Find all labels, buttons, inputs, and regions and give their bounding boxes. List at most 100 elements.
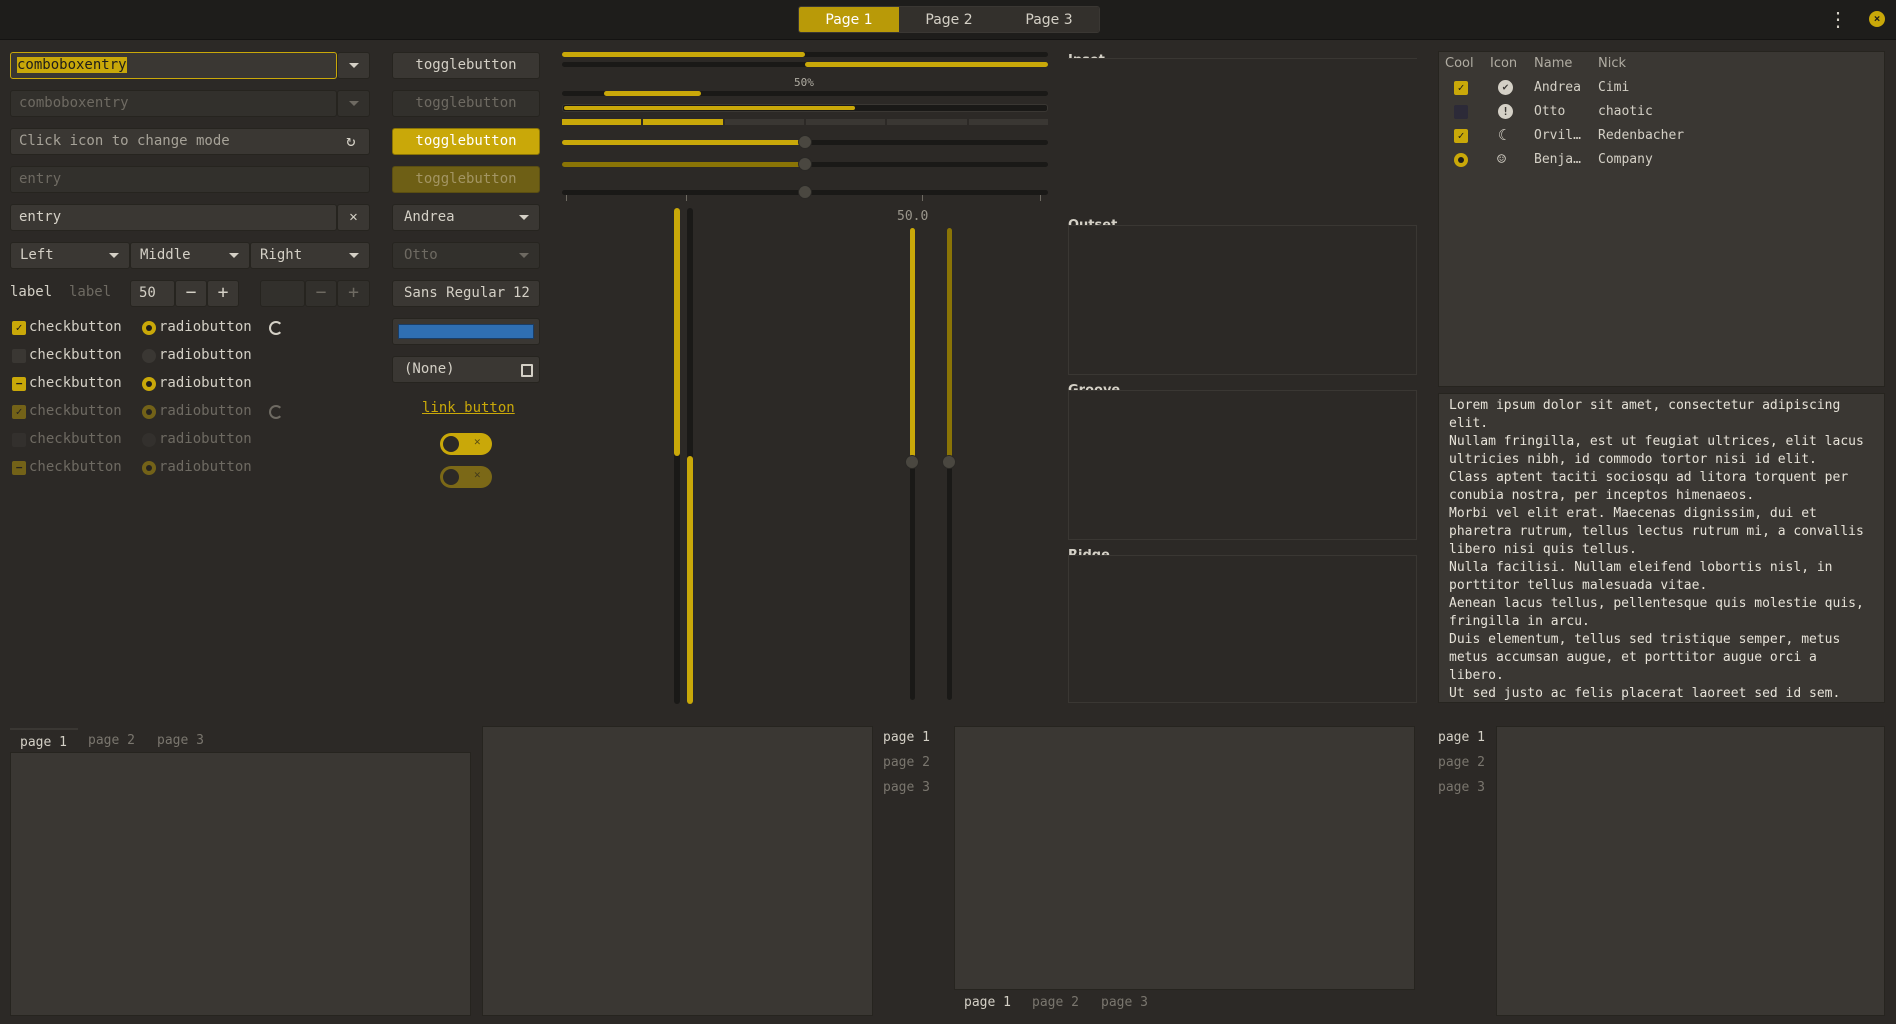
column-header-nick[interactable]: Nick [1598, 56, 1627, 71]
switch-toggle-disabled: ✕ [440, 466, 492, 488]
segment-middle[interactable]: Middle [130, 242, 250, 269]
notebook-tab[interactable]: page 2 [88, 733, 135, 748]
notebook-page [954, 726, 1415, 990]
progress-fill [805, 62, 1048, 67]
notebook-tab[interactable]: page 2 [1032, 995, 1079, 1010]
progress-fill [604, 91, 701, 96]
radio-unselected-disabled [142, 433, 156, 447]
checkbox-unchecked[interactable] [12, 349, 26, 363]
scale-h-3-marks[interactable] [562, 185, 1048, 199]
spin-value-disabled [260, 280, 305, 307]
notebook-tab[interactable]: page 2 [1438, 755, 1485, 770]
radio-selected[interactable] [142, 321, 156, 335]
refresh-icon[interactable]: ↻ [346, 131, 356, 150]
chevron-down-icon [109, 253, 119, 258]
spin-value[interactable]: 50 [130, 280, 175, 307]
notebook-tab[interactable]: page 2 [883, 755, 930, 770]
level-bar [562, 104, 1048, 112]
checkbox-unchecked-disabled [12, 433, 26, 447]
radio-unselected[interactable] [142, 349, 156, 363]
combo-andrea-label: Andrea [404, 209, 455, 225]
tree-row-radio[interactable] [1454, 153, 1468, 167]
menu-icon[interactable]: ⋮ [1828, 7, 1848, 31]
scale-fill [910, 228, 915, 462]
progress-bar-2 [562, 62, 1048, 67]
scale-v-2[interactable] [687, 208, 693, 704]
link-button[interactable]: link button [422, 400, 515, 416]
radio-mixed[interactable] [142, 377, 156, 391]
chevron-down-icon [519, 215, 529, 220]
frame-groove [1068, 390, 1417, 540]
notebook-tab[interactable]: page 1 [873, 726, 941, 750]
scale-fill [687, 456, 693, 704]
scale-fill [947, 228, 952, 462]
segment-right[interactable]: Right [250, 242, 370, 269]
font-size: 12 [513, 285, 530, 301]
notebook-page [10, 752, 471, 1016]
combobox-entry-active[interactable]: comboboxentry [10, 52, 337, 79]
text-view[interactable]: Lorem ipsum dolor sit amet, consectetur … [1438, 393, 1885, 703]
radiobutton-label: radiobutton [159, 431, 252, 447]
font-name: Sans Regular [404, 285, 506, 301]
scale-v-3[interactable] [905, 228, 919, 700]
tab-page-3[interactable]: Page 3 [999, 7, 1099, 32]
notebook-tab[interactable]: page 1 [1428, 726, 1496, 750]
file-chooser-button[interactable]: (None) [392, 356, 540, 383]
togglebutton-active[interactable]: togglebutton [392, 128, 540, 155]
tree-row-checkbox[interactable]: ✓ [1454, 81, 1468, 95]
column-header-name[interactable]: Name [1534, 56, 1573, 71]
notebook-tab[interactable]: page 3 [1101, 995, 1148, 1010]
entry-disabled: entry [10, 166, 370, 193]
tab-page-1[interactable]: Page 1 [799, 7, 899, 32]
scale-handle[interactable] [798, 185, 812, 199]
scale-handle[interactable] [798, 135, 812, 149]
font-button[interactable]: Sans Regular 12 [392, 280, 540, 307]
notebook-tabs-right: page 1 page 2 page 3 [482, 726, 941, 1016]
notebook-tabs-left: page 1 page 2 page 3 [1428, 726, 1885, 1016]
checkbutton-label: checkbutton [29, 375, 122, 391]
notebook-tabs-top: page 1 page 2 page 3 [10, 728, 471, 1016]
tree-row-checkbox[interactable] [1454, 105, 1468, 119]
column-header-icon[interactable]: Icon [1490, 56, 1518, 71]
switch-toggle[interactable]: ✕ [440, 433, 492, 455]
checkbutton-label: checkbutton [29, 431, 122, 447]
tree-row-checkbox[interactable]: ✓ [1454, 129, 1468, 143]
segment-left[interactable]: Left [10, 242, 130, 269]
scale-handle[interactable] [905, 455, 919, 469]
tree-cell-nick: Company [1598, 152, 1653, 167]
notebook-tab[interactable]: page 3 [883, 780, 930, 795]
notebook-tab[interactable]: page 3 [157, 733, 204, 748]
plus-icon[interactable]: + [207, 280, 239, 307]
scale-v-1[interactable] [674, 208, 680, 704]
entry-with-icon[interactable]: Click icon to change mode [10, 128, 370, 155]
checkbox-checked[interactable]: ✓ [12, 321, 26, 335]
close-icon[interactable]: × [1869, 11, 1885, 27]
minus-icon[interactable]: − [175, 280, 207, 307]
combobox-entry-text: comboboxentry [17, 57, 127, 73]
tab-page-2[interactable]: Page 2 [899, 7, 999, 32]
togglebutton[interactable]: togglebutton [392, 52, 540, 79]
notebook-tab[interactable]: page 1 [10, 728, 78, 754]
progress-label: 50% [794, 76, 814, 89]
chevron-down-icon [229, 253, 239, 258]
notebook-tab[interactable]: page 1 [954, 990, 1022, 1016]
notebook-tab[interactable]: page 3 [1438, 780, 1485, 795]
scale-fill [674, 208, 680, 456]
clear-icon[interactable]: ✕ [337, 204, 370, 231]
checkbutton-label: checkbutton [29, 459, 122, 475]
color-button[interactable] [392, 318, 540, 345]
checkbutton-label: checkbutton [29, 319, 122, 335]
column-header-cool[interactable]: Cool [1445, 56, 1474, 71]
document-icon [521, 364, 533, 377]
frame-ridge [1068, 555, 1417, 703]
checkbox-mixed[interactable]: − [12, 377, 26, 391]
entry-field[interactable]: entry [10, 204, 337, 231]
spinner-icon-disabled [269, 405, 283, 419]
scale-h-1[interactable] [562, 135, 1048, 149]
combo-andrea[interactable]: Andrea [392, 204, 540, 231]
file-chooser-label: (None) [404, 361, 455, 377]
notebook-tabs-bottom: page 1 page 2 page 3 [954, 726, 1415, 1016]
scale-v-4-disabled [942, 228, 956, 700]
tree-cell-name: Otto [1534, 104, 1566, 119]
combobox-dropdown-button[interactable] [337, 52, 370, 79]
